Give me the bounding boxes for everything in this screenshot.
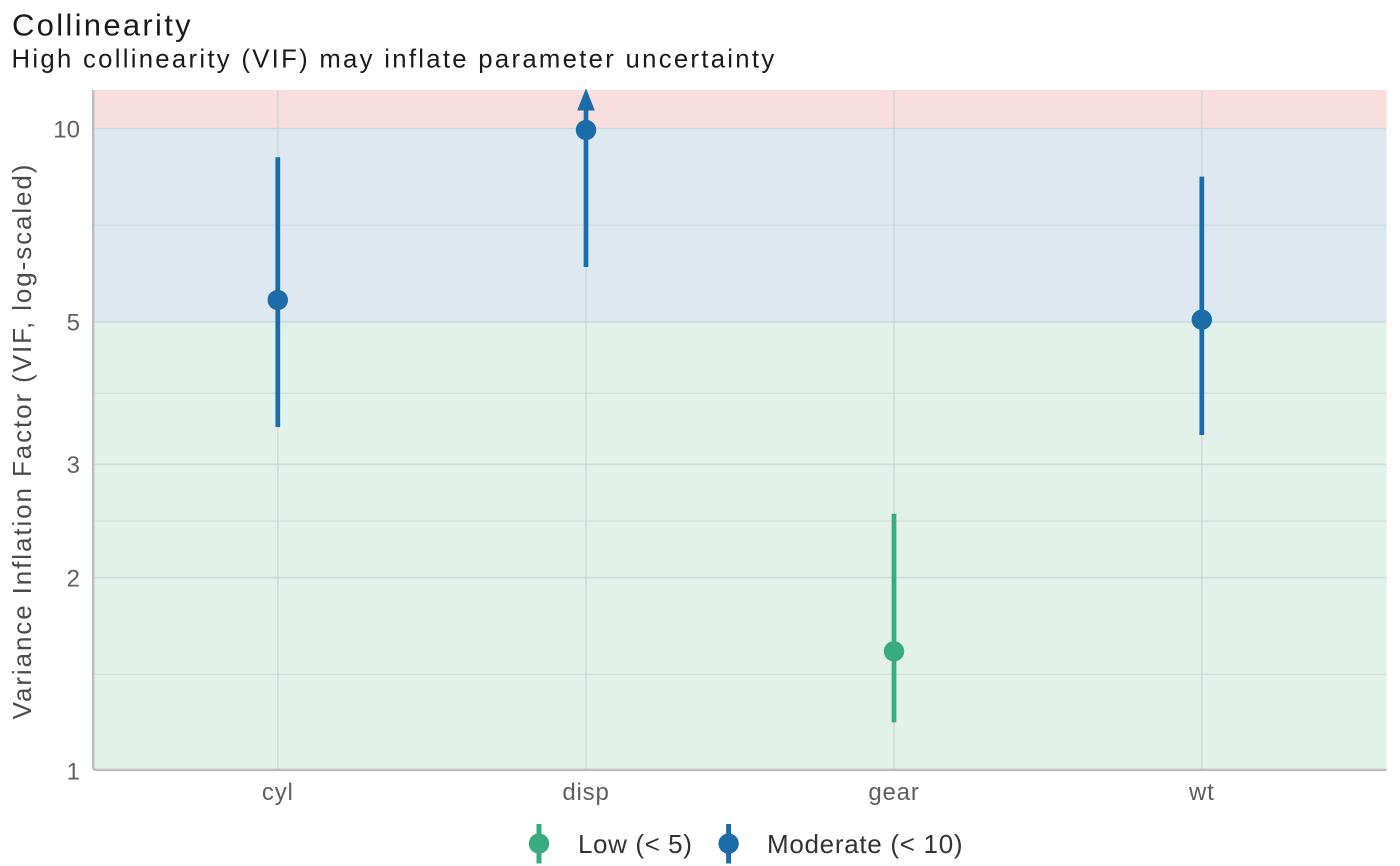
svg-text:wt: wt <box>1188 779 1215 806</box>
svg-text:1: 1 <box>67 758 80 785</box>
svg-text:Moderate (< 10): Moderate (< 10) <box>767 829 963 859</box>
svg-text:cyl: cyl <box>262 779 294 806</box>
svg-text:Collinearity: Collinearity <box>12 8 193 43</box>
svg-text:High collinearity (VIF) may in: High collinearity (VIF) may inflate para… <box>12 46 777 74</box>
svg-text:2: 2 <box>67 565 80 592</box>
svg-text:gear: gear <box>868 779 919 806</box>
svg-text:3: 3 <box>67 452 80 479</box>
svg-text:10: 10 <box>53 116 80 143</box>
svg-text:Variance Inflation Factor (VIF: Variance Inflation Factor (VIF, log-scal… <box>7 163 37 720</box>
svg-text:disp: disp <box>562 779 609 806</box>
svg-text:Low (< 5): Low (< 5) <box>578 829 693 859</box>
svg-text:5: 5 <box>67 310 80 337</box>
